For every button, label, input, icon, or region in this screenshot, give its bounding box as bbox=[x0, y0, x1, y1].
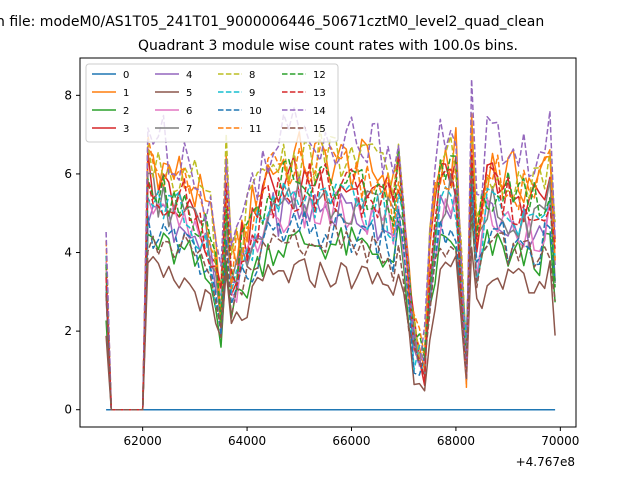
legend-label-9: 9 bbox=[249, 88, 255, 99]
y-tick-label: 2 bbox=[64, 324, 72, 338]
figure-suptitle: n file: modeM0/AS1T05_241T01_9000006446_… bbox=[0, 14, 544, 30]
legend-label-10: 10 bbox=[249, 106, 262, 117]
x-tick-label: 66000 bbox=[332, 434, 370, 448]
y-tick-label: 0 bbox=[64, 403, 72, 417]
legend-label-2: 2 bbox=[123, 106, 129, 117]
legend-label-12: 12 bbox=[313, 70, 326, 81]
y-tick-label: 6 bbox=[64, 167, 72, 181]
y-tick-label: 4 bbox=[64, 246, 72, 260]
y-tick-label: 8 bbox=[64, 88, 72, 102]
legend-label-3: 3 bbox=[123, 124, 129, 135]
legend-label-15: 15 bbox=[313, 124, 326, 135]
x-tick-label: 68000 bbox=[437, 434, 475, 448]
legend-label-5: 5 bbox=[186, 88, 192, 99]
legend-label-8: 8 bbox=[249, 70, 255, 81]
legend-label-11: 11 bbox=[249, 124, 262, 135]
x-tick-label: 70000 bbox=[541, 434, 579, 448]
legend-label-4: 4 bbox=[186, 70, 192, 81]
x-tick-label: 64000 bbox=[228, 434, 266, 448]
x-offset-text: +4.767e8 bbox=[516, 455, 575, 469]
chart-title: Quadrant 3 module wise count rates with … bbox=[138, 38, 518, 54]
x-tick-label: 62000 bbox=[124, 434, 162, 448]
legend-label-13: 13 bbox=[313, 88, 326, 99]
legend-label-7: 7 bbox=[186, 124, 192, 135]
legend-label-14: 14 bbox=[313, 106, 326, 117]
legend-label-6: 6 bbox=[186, 106, 192, 117]
legend-label-0: 0 bbox=[123, 70, 129, 81]
legend-label-1: 1 bbox=[123, 88, 129, 99]
